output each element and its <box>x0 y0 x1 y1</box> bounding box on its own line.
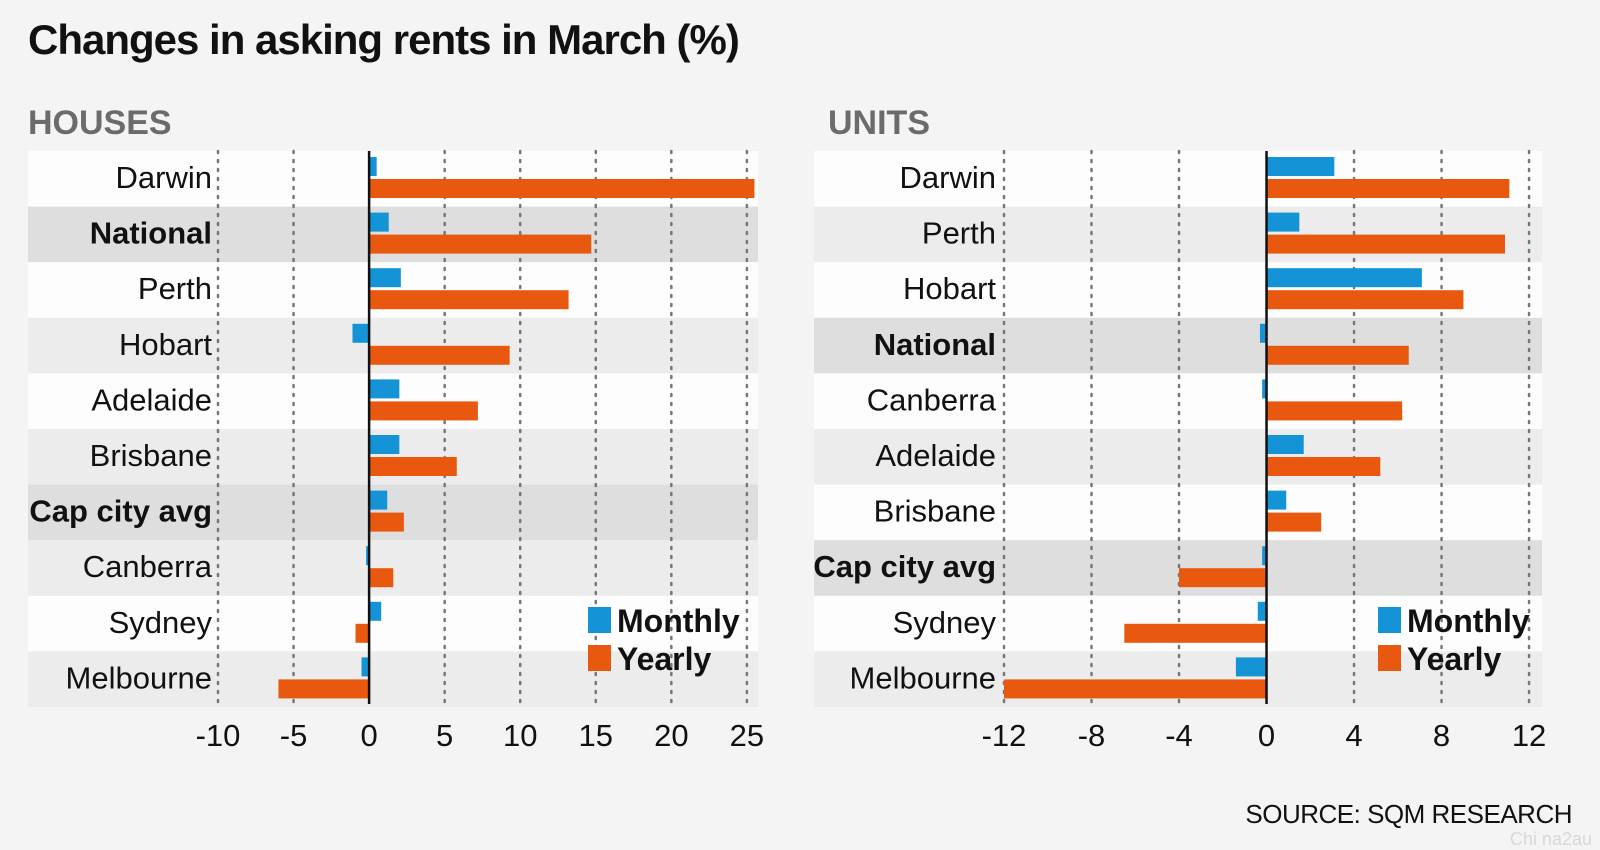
units-legend-swatch-monthly <box>1378 607 1401 633</box>
units-bar-monthly <box>1257 601 1267 621</box>
units-bar-yearly <box>1266 290 1464 310</box>
units-tick-label: -4 <box>1165 718 1193 753</box>
houses-panel-title: HOUSES <box>28 104 172 142</box>
units-category-label: Adelaide <box>875 438 996 473</box>
houses-category-label: Cap city avg <box>29 494 212 529</box>
source-note: SOURCE: SQM RESEARCH <box>1245 799 1572 829</box>
units-category-label: Sydney <box>893 605 997 640</box>
units-bar-yearly <box>1004 679 1267 699</box>
units-tick-label: 12 <box>1512 718 1546 753</box>
houses-tick-label: 20 <box>654 718 688 753</box>
houses-chart: Darwin National Perth Hobart Adelaide Brisban… <box>28 149 764 753</box>
houses-bar-yearly <box>369 512 404 532</box>
houses-tick-label: 5 <box>436 718 453 753</box>
houses-bar-monthly <box>366 546 370 566</box>
houses-bar-yearly <box>369 345 510 365</box>
units-legend-label-yearly: Yearly <box>1407 641 1502 677</box>
houses-bar-yearly <box>278 679 370 699</box>
units-bar-yearly <box>1266 345 1409 365</box>
houses-category-label: Melbourne <box>66 660 212 695</box>
units-bar-monthly <box>1259 323 1267 343</box>
houses-bar-monthly <box>369 379 400 399</box>
houses-legend-label-monthly: Monthly <box>617 603 740 639</box>
houses-category-label: Brisbane <box>90 438 212 473</box>
houses-tick-label: 10 <box>503 718 537 753</box>
houses-bar-monthly <box>352 323 370 343</box>
units-category-label: Canberra <box>867 382 997 417</box>
houses-category-label: National <box>90 216 212 251</box>
units-bar-monthly <box>1262 546 1267 566</box>
units-chart: Darwin Perth Hobart National Canberra Adelaid… <box>813 149 1546 753</box>
units-category-label: Darwin <box>900 160 996 195</box>
houses-tick-label: 0 <box>360 718 377 753</box>
units-bar-yearly <box>1266 179 1510 198</box>
units-bar-yearly <box>1179 568 1267 588</box>
units-category-label: Cap city avg <box>813 549 996 584</box>
units-tick-label: 4 <box>1345 718 1362 753</box>
units-category-label: Perth <box>922 216 996 251</box>
houses-bar-yearly <box>369 457 457 476</box>
houses-row-bg <box>28 595 758 652</box>
units-bar-yearly <box>1124 623 1267 643</box>
units-bar-monthly <box>1266 268 1422 288</box>
houses-tick-label: -5 <box>280 718 308 753</box>
houses-bar-yearly <box>369 290 569 310</box>
houses-bar-monthly <box>369 490 388 510</box>
units-tick-label: 0 <box>1258 718 1275 753</box>
houses-bar-monthly <box>369 435 400 454</box>
houses-bar-yearly <box>355 623 370 643</box>
houses-category-label: Adelaide <box>91 382 212 417</box>
watermark: Chi na2au <box>1509 829 1592 849</box>
units-tick-label: 8 <box>1433 718 1450 753</box>
units-bar-monthly <box>1262 379 1267 399</box>
units-category-label: Hobart <box>903 271 996 306</box>
units-legend-label-monthly: Monthly <box>1407 603 1530 639</box>
units-bar-monthly <box>1266 490 1287 510</box>
houses-category-label: Perth <box>138 271 212 306</box>
houses-bar-monthly <box>369 601 382 621</box>
units-row-bg <box>814 373 1542 429</box>
units-bar-yearly <box>1266 401 1403 421</box>
units-bar-monthly <box>1266 157 1335 176</box>
houses-tick-label: 15 <box>579 718 613 753</box>
houses-bar-yearly <box>369 179 755 198</box>
chart-title: Changes in asking rents in March (%) <box>28 16 740 63</box>
houses-category-label: Canberra <box>83 549 213 584</box>
units-category-label: Brisbane <box>874 494 996 529</box>
houses-bar-yearly <box>369 401 478 421</box>
houses-category-label: Hobart <box>119 327 212 362</box>
units-tick-label: -12 <box>982 718 1027 753</box>
houses-legend-swatch-monthly <box>588 607 611 633</box>
units-bar-monthly <box>1235 657 1267 677</box>
houses-bar-monthly <box>369 212 389 232</box>
units-legend-swatch-yearly <box>1378 645 1401 671</box>
houses-tick-label: -10 <box>196 718 241 753</box>
houses-bar-monthly <box>369 268 401 288</box>
houses-tick-label: 25 <box>730 718 764 753</box>
units-category-label: Melbourne <box>850 660 996 695</box>
units-bar-monthly <box>1266 435 1304 454</box>
houses-bar-monthly <box>361 657 370 677</box>
houses-legend-swatch-yearly <box>588 645 611 671</box>
units-bar-yearly <box>1266 512 1322 532</box>
houses-bar-yearly <box>369 568 394 588</box>
units-bar-yearly <box>1266 457 1381 476</box>
houses-bar-monthly <box>369 157 377 176</box>
units-category-label: National <box>874 327 996 362</box>
houses-bar-yearly <box>369 234 592 254</box>
houses-category-label: Sydney <box>109 605 213 640</box>
houses-row-bg <box>28 651 758 707</box>
units-row-bg <box>814 317 1542 374</box>
units-bar-monthly <box>1266 212 1300 232</box>
units-tick-label: -8 <box>1078 718 1106 753</box>
units-bar-yearly <box>1266 234 1505 254</box>
houses-legend-label-yearly: Yearly <box>617 641 712 677</box>
units-panel-title: UNITS <box>828 104 930 142</box>
houses-category-label: Darwin <box>116 160 212 195</box>
